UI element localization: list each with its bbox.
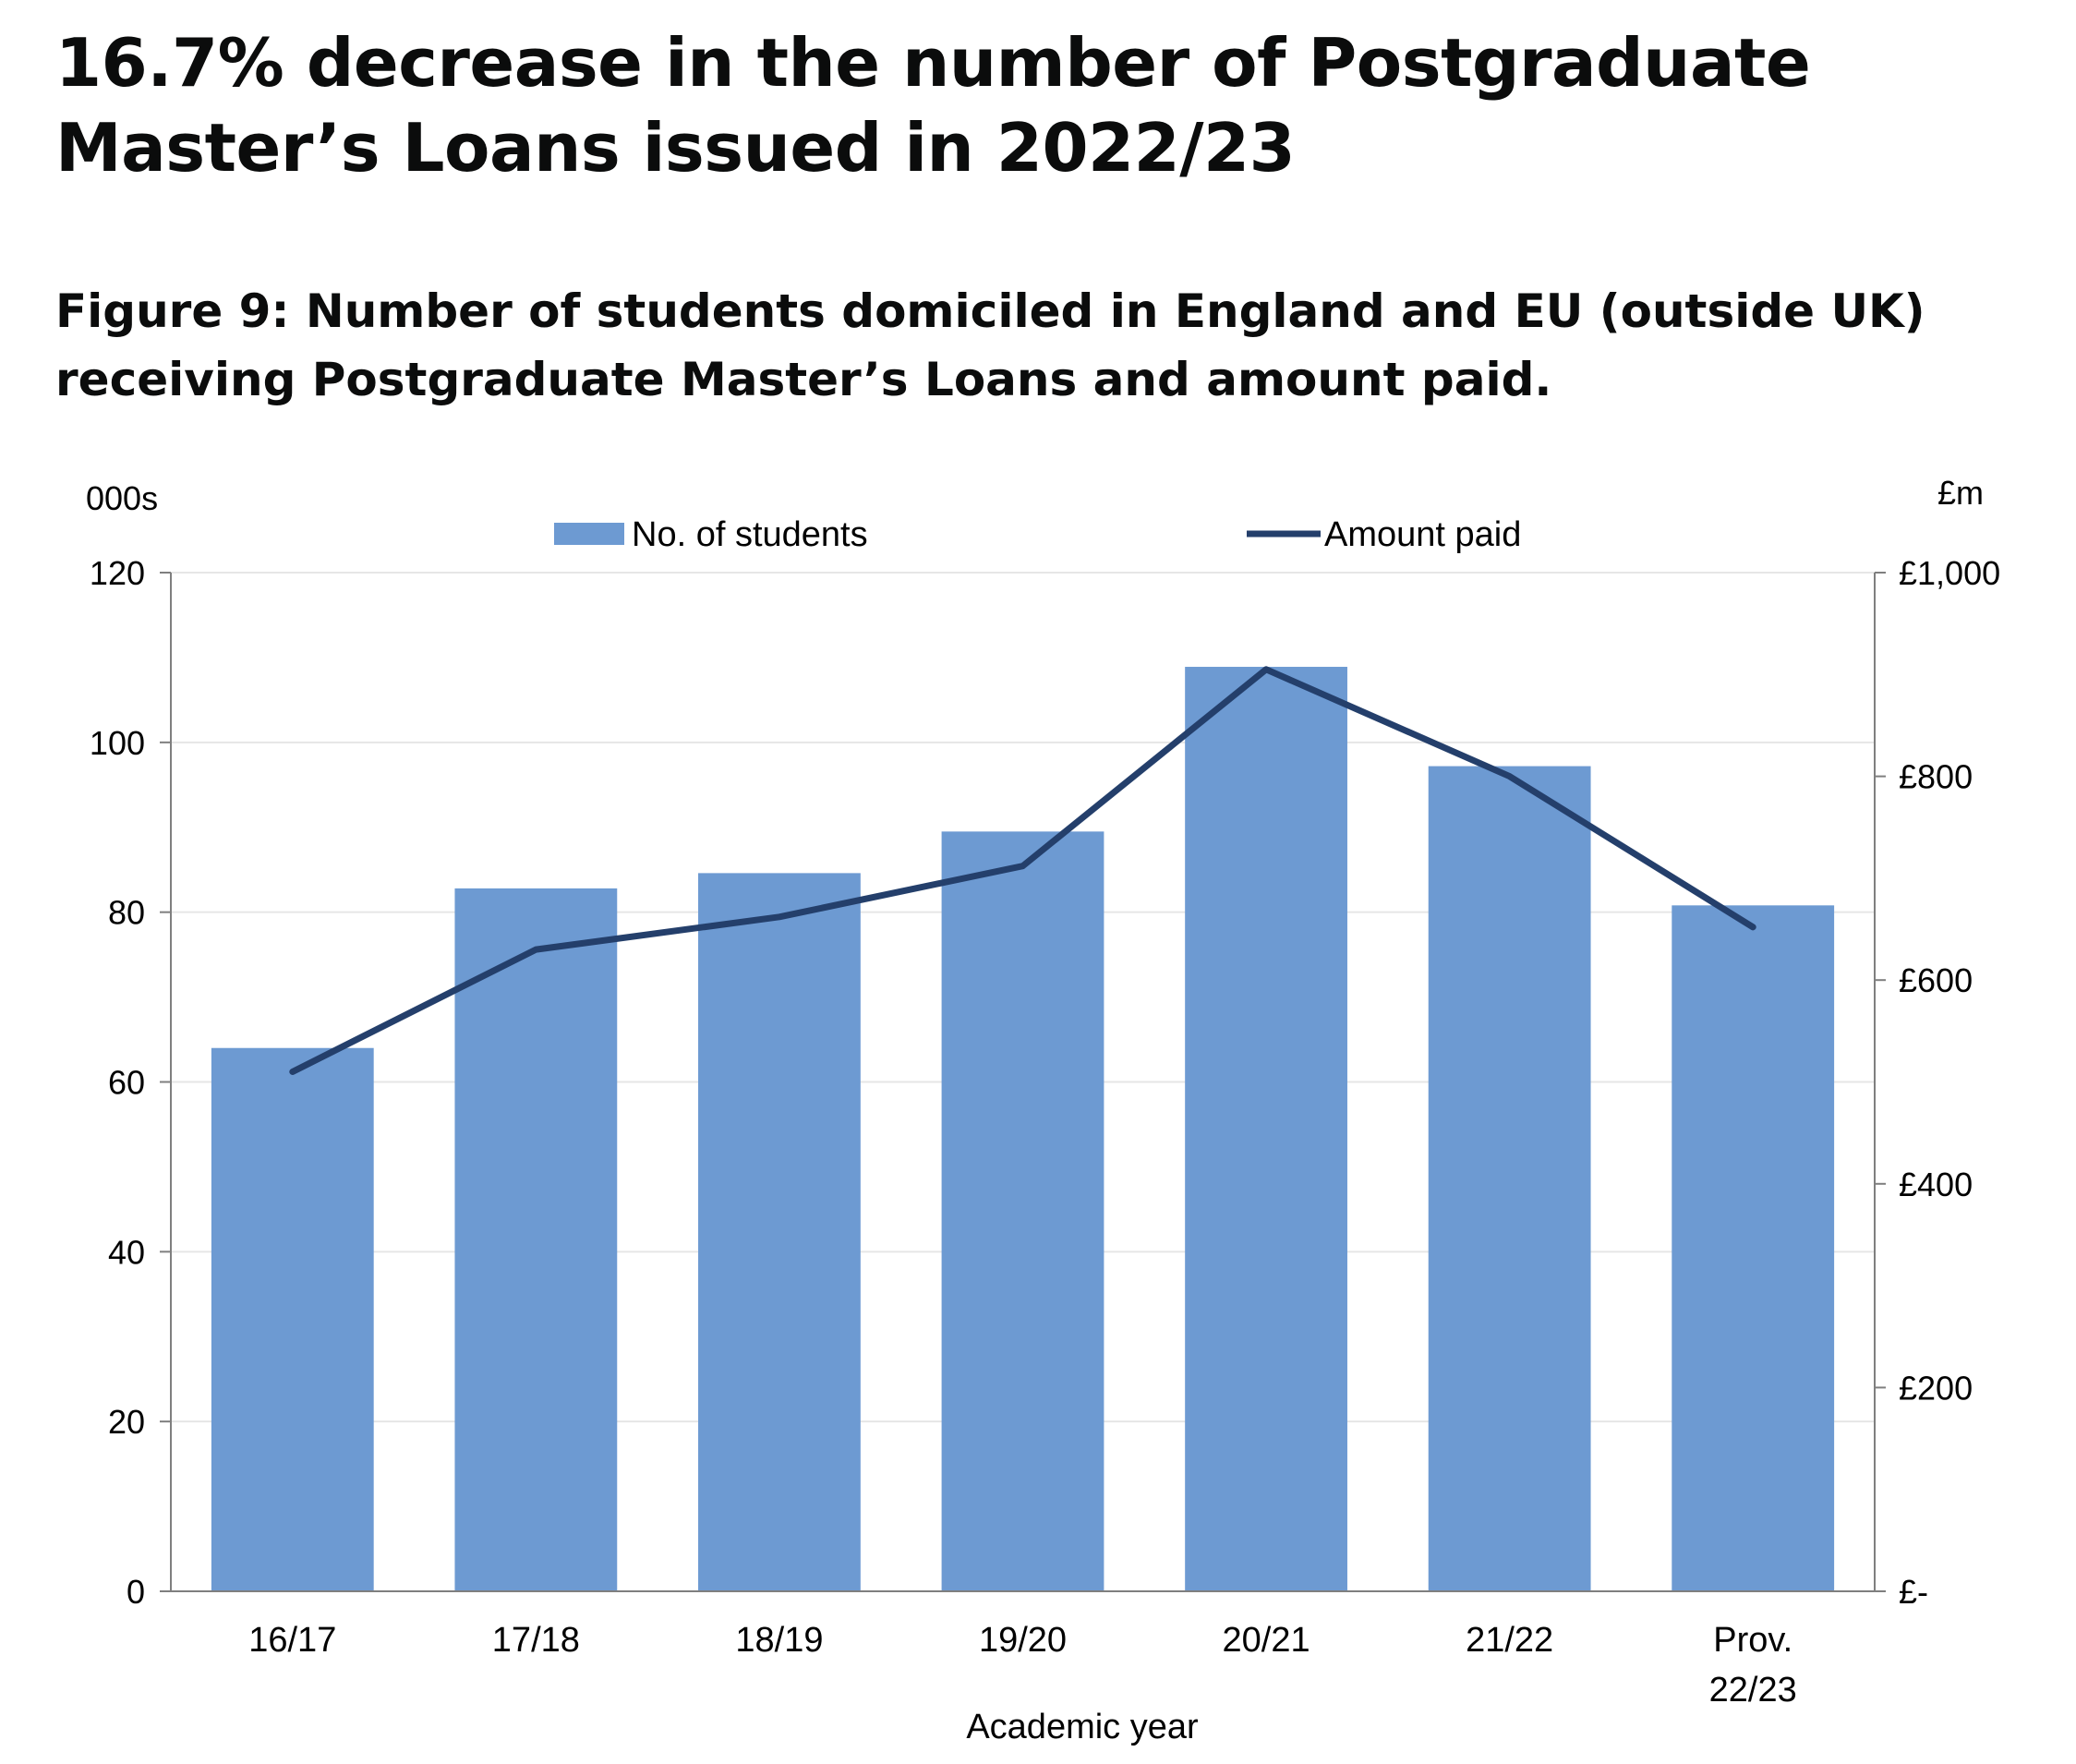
bar-18-19 xyxy=(698,873,861,1591)
bar-20-21 xyxy=(1185,667,1347,1591)
right-axis-tick-label: £800 xyxy=(1899,758,1973,796)
legend-label-students: No. of students xyxy=(632,515,868,554)
x-axis-tick-label: 20/21 xyxy=(1223,1621,1310,1660)
left-axis-tick-label: 0 xyxy=(127,1573,145,1611)
bar-prov-22-23 xyxy=(1672,905,1835,1591)
right-axis-tick-label: £1,000 xyxy=(1899,554,2000,592)
left-axis-unit-label: 000s xyxy=(86,479,158,517)
legend-label-amount-paid: Amount paid xyxy=(1324,515,1521,554)
axes: 0 20 40 60 80 100 120 £- £200 £400 £600 £800 £1,000 1… xyxy=(90,554,2000,1710)
x-axis-tick-label: 16/17 xyxy=(248,1621,336,1660)
left-axis-tick-label: 20 xyxy=(108,1403,145,1441)
amount-paid-line xyxy=(289,666,1756,1075)
page-title: 16.7% decrease in the number of Postgrad… xyxy=(55,24,1811,187)
right-axis-tick-label: £600 xyxy=(1899,961,1973,999)
left-axis-tick-label: 60 xyxy=(108,1064,145,1102)
left-axis-tick-label: 120 xyxy=(90,554,145,592)
right-axis-unit-label: £m xyxy=(1937,474,1984,512)
bar-17-18 xyxy=(454,888,618,1591)
figure-caption: Figure 9: Number of students domiciled i… xyxy=(55,284,1925,406)
bar-19-20 xyxy=(941,831,1104,1591)
legend: No. of students Amount paid xyxy=(554,515,1521,554)
bar-series-students xyxy=(211,667,1835,1591)
x-axis-tick-label: Prov. xyxy=(1713,1621,1792,1660)
right-axis-tick-label: £400 xyxy=(1899,1166,1973,1203)
left-axis-tick-label: 100 xyxy=(90,724,145,762)
x-axis-tick-label: 22/23 xyxy=(1709,1671,1797,1710)
x-axis-tick-label: 17/18 xyxy=(492,1621,580,1660)
right-axis-tick-label: £- xyxy=(1899,1573,1928,1611)
x-axis-tick-label: 21/22 xyxy=(1466,1621,1553,1660)
bar-21-22 xyxy=(1428,766,1591,1591)
line-series-amount-paid xyxy=(289,666,1756,1075)
x-axis-tick-label: 19/20 xyxy=(979,1621,1067,1660)
x-axis-tick-label: 18/19 xyxy=(735,1621,823,1660)
right-axis-tick-label: £200 xyxy=(1899,1369,1973,1407)
x-axis-title: Academic year xyxy=(966,1708,1199,1746)
left-axis-tick-label: 40 xyxy=(108,1233,145,1271)
bar-16-17 xyxy=(211,1047,374,1591)
left-axis-tick-label: 80 xyxy=(108,894,145,932)
legend-swatch-students xyxy=(554,523,624,545)
